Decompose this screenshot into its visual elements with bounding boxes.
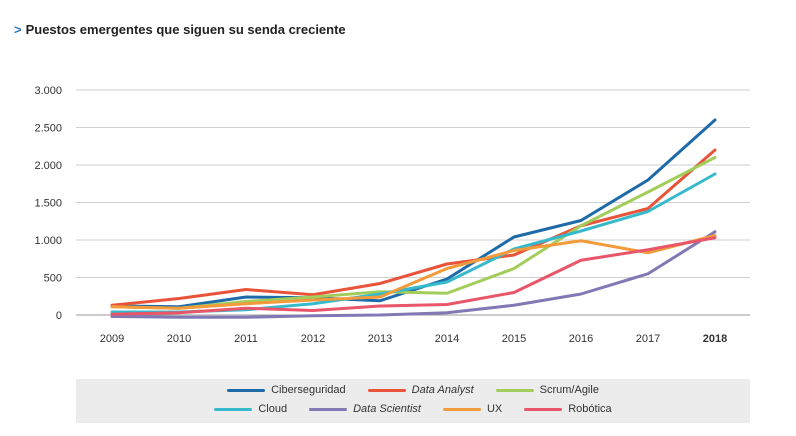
legend-swatch xyxy=(227,388,266,392)
legend: Ciberseguridad Data Analyst Scrum/Agile Cl… xyxy=(76,379,750,423)
series-line-ciberseguridad xyxy=(110,118,717,309)
chart-title-text: Puestos emergentes que siguen su senda c… xyxy=(25,22,346,37)
legend-label: UX xyxy=(486,403,503,415)
legend-swatch xyxy=(214,407,253,411)
legend-item-ciberseguridad: Ciberseguridad xyxy=(227,384,346,396)
series-lines xyxy=(110,118,717,319)
title-arrow-icon: > xyxy=(14,22,22,37)
series-line-data-analyst xyxy=(110,148,717,307)
legend-item-ux: UX xyxy=(442,403,503,415)
x-tick-label: 2016 xyxy=(569,333,593,345)
y-tick-label: 500 xyxy=(44,273,62,285)
series-line-rob-tica xyxy=(110,236,717,316)
series-line-scrum-agile xyxy=(110,156,717,310)
y-tick-label: 0 xyxy=(56,310,62,322)
legend-label: Robótica xyxy=(568,403,612,415)
legend-label: Data Scientist xyxy=(353,403,421,415)
y-tick-label: 2.000 xyxy=(34,160,62,172)
x-tick-label: 2009 xyxy=(100,333,124,345)
legend-swatch xyxy=(442,407,481,411)
x-tick-label: 2013 xyxy=(368,333,392,345)
legend-label: Data Analyst xyxy=(411,384,474,396)
y-axis-ticks: 0 500 1.000 1.500 2.000 2.500 3.000 xyxy=(34,85,62,322)
x-tick-label: 2014 xyxy=(435,333,459,345)
x-tick-label: 2010 xyxy=(167,333,191,345)
legend-row-2: Cloud Data Scientist UX Robótica xyxy=(76,403,750,415)
legend-item-cloud: Cloud xyxy=(214,403,287,415)
legend-item-rob-tica: Robótica xyxy=(524,403,612,415)
y-tick-label: 1.500 xyxy=(34,198,62,210)
legend-swatch xyxy=(524,407,563,411)
legend-item-data-analyst: Data Analyst xyxy=(367,384,474,396)
x-tick-label: 2018 xyxy=(703,333,727,345)
series-line-ux xyxy=(110,234,717,310)
y-tick-label: 2.500 xyxy=(34,123,62,135)
x-tick-label: 2011 xyxy=(234,333,258,345)
x-tick-label: 2015 xyxy=(502,333,526,345)
x-tick-label: 2017 xyxy=(636,333,660,345)
x-axis-ticks: 2009 2010 2011 2012 2013 2014 2015 2016 2017 2018 xyxy=(100,333,727,345)
legend-label: Scrum/Agile xyxy=(539,384,599,396)
legend-swatch xyxy=(367,388,406,392)
legend-item-scrum-agile: Scrum/Agile xyxy=(495,384,599,396)
legend-swatch xyxy=(309,407,348,411)
legend-swatch xyxy=(495,388,534,392)
grid-lines xyxy=(76,89,750,316)
y-tick-label: 3.000 xyxy=(34,85,62,97)
legend-row-1: Ciberseguridad Data Analyst Scrum/Agile xyxy=(76,384,750,396)
chart-title: > Puestos emergentes que siguen su senda … xyxy=(14,22,346,37)
series-line-data-scientist xyxy=(110,230,717,319)
legend-item-data-scientist: Data Scientist xyxy=(309,403,421,415)
y-tick-label: 1.000 xyxy=(34,235,62,247)
legend-label: Cloud xyxy=(258,403,288,415)
x-tick-label: 2012 xyxy=(301,333,325,345)
legend-label: Ciberseguridad xyxy=(271,384,346,396)
